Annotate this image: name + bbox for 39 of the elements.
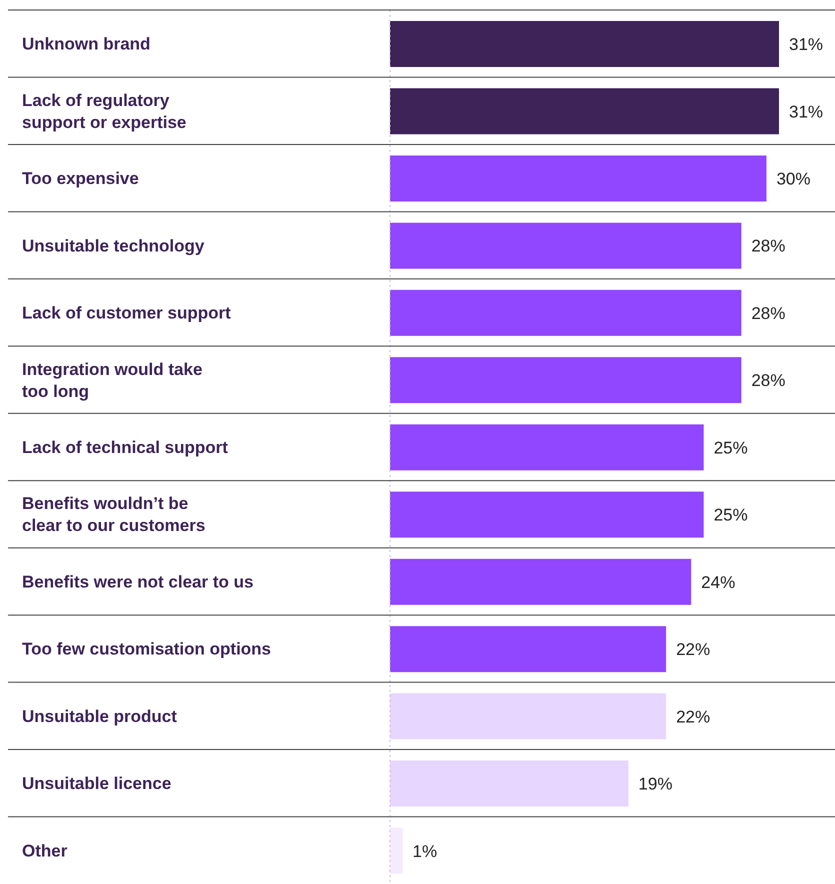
y-tick-label: Lack of regulatory support or expertise — [22, 90, 186, 132]
data-label: 30% — [776, 169, 810, 188]
data-label: 19% — [638, 774, 672, 794]
y-tick-label: Integration would take too long — [22, 359, 202, 400]
data-label: 25% — [714, 438, 748, 458]
bar — [390, 155, 766, 202]
y-tick-label: Other — [22, 840, 68, 860]
bar — [390, 357, 742, 404]
bar — [390, 492, 704, 538]
y-tick-label: Unknown brand — [22, 34, 150, 54]
y-tick-label: Too expensive — [22, 168, 139, 188]
bar — [390, 626, 666, 672]
y-tick-label: Unsuitable technology — [22, 236, 205, 255]
data-label: 25% — [714, 506, 748, 525]
data-label: 28% — [751, 371, 786, 390]
bar — [390, 88, 779, 134]
bar — [390, 424, 704, 470]
y-tick-label: Lack of technical support — [22, 438, 228, 456]
y-tick-label: Lack of customer support — [22, 303, 232, 322]
data-label: 24% — [701, 572, 736, 592]
y-tick-label: Too few customisation options — [22, 639, 272, 658]
bar — [390, 693, 666, 740]
data-label: 28% — [751, 236, 786, 256]
bar — [390, 222, 742, 269]
bar — [390, 558, 692, 605]
y-tick-label: Unsuitable licence — [22, 774, 172, 793]
data-label: 1% — [412, 842, 438, 861]
y-tick-label: Unsuitable product — [22, 706, 178, 726]
bar — [390, 290, 742, 336]
y-tick-label: Benefits were not clear to us — [22, 572, 254, 591]
bar — [390, 21, 779, 67]
data-label: 31% — [789, 102, 824, 122]
bar — [390, 760, 628, 807]
data-label: 22% — [676, 640, 710, 660]
data-label: 31% — [789, 35, 824, 54]
y-tick-label: Benefits wouldn’t be clear to our customers — [22, 494, 206, 535]
data-label: 22% — [676, 707, 710, 726]
bar — [390, 828, 403, 874]
data-label: 28% — [751, 304, 786, 323]
